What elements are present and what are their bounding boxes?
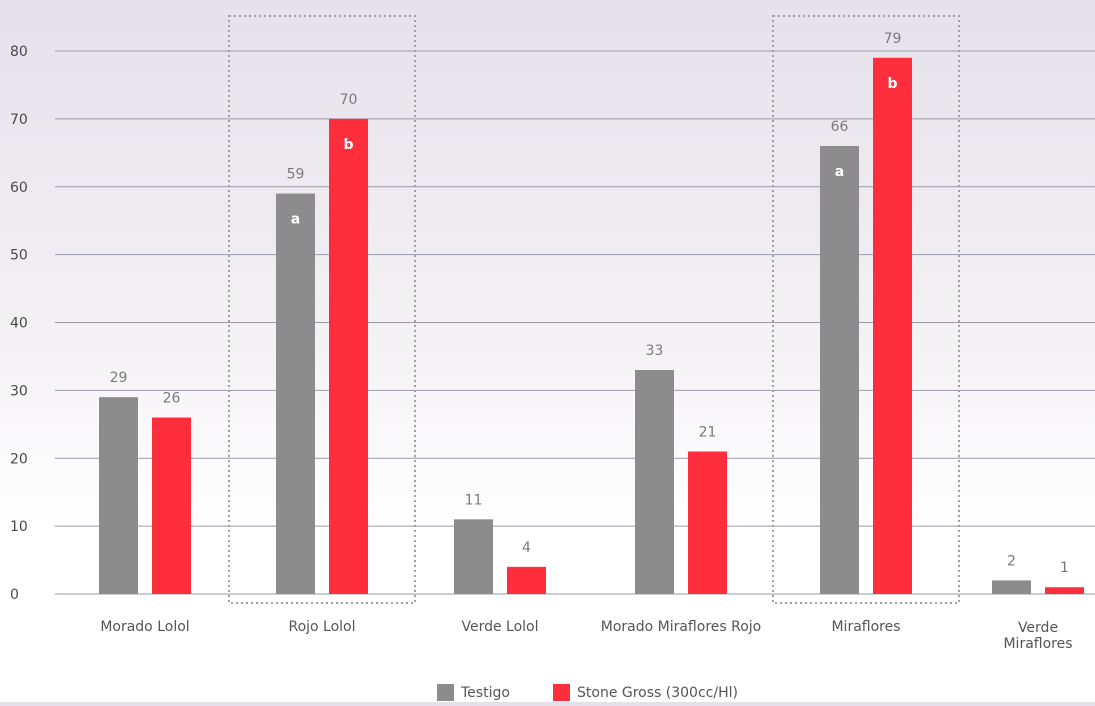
x-tick-label: Morado Lolol [100, 619, 189, 635]
significance-letter: b [343, 137, 353, 153]
x-tick-label: Miraflores [831, 619, 900, 635]
y-tick-label: 40 [10, 316, 28, 332]
significance-letter: b [887, 76, 897, 92]
legend-label: Stone Gross (300cc/Hl) [577, 685, 738, 701]
x-tick-label-line: Rojo Lolol [288, 619, 355, 635]
bar [454, 519, 493, 594]
legend-swatch [553, 684, 570, 701]
data-label: 11 [465, 492, 483, 508]
x-tick-label: Morado Miraflores Rojo [601, 619, 762, 635]
data-label: 66 [831, 119, 849, 135]
bars-layer [99, 57, 1084, 595]
data-label: 29 [110, 370, 128, 386]
bar [329, 118, 368, 594]
data-label: 21 [699, 424, 717, 440]
x-tick-label-line: Morado Miraflores Rojo [601, 619, 762, 635]
bar [635, 370, 674, 594]
bar [820, 146, 859, 594]
data-label: 1 [1060, 560, 1069, 576]
bar [873, 57, 912, 595]
significance-letter: a [291, 212, 300, 228]
y-tick-label: 70 [10, 112, 28, 128]
bar [1045, 587, 1084, 594]
data-label: 59 [287, 167, 305, 183]
significance-letter: a [835, 164, 844, 180]
x-tick-label: Verde Miraflores [1003, 620, 1072, 652]
x-tick-label-line: Morado Lolol [100, 619, 189, 635]
data-label: 79 [884, 31, 902, 47]
x-tick-label-line: Miraflores [831, 619, 900, 635]
bar [992, 580, 1031, 594]
bar [152, 417, 191, 594]
data-label: 33 [646, 343, 664, 359]
x-tick-label-line: Verde Lolol [461, 619, 538, 635]
y-tick-label: 50 [10, 248, 28, 264]
y-tick-label: 10 [10, 519, 28, 535]
highlight-box [772, 15, 960, 604]
x-tick-label: Verde Lolol [461, 619, 538, 635]
x-tick-label-line: Miraflores [1003, 636, 1072, 652]
legend-label: Testigo [460, 685, 510, 701]
bar [688, 451, 727, 594]
data-label: 4 [522, 540, 531, 556]
x-tick-label-line: Verde [1018, 620, 1058, 636]
data-label: 2 [1007, 553, 1016, 569]
y-tick-label: 80 [10, 44, 28, 60]
legend: Testigo Stone Gross (300cc/Hl) [437, 684, 738, 701]
y-tick-label: 0 [10, 587, 19, 603]
data-label: 70 [340, 92, 358, 108]
bar [507, 566, 546, 594]
bar [276, 193, 315, 594]
highlight-box [228, 15, 416, 604]
legend-swatch [437, 684, 454, 701]
y-tick-label: 30 [10, 383, 28, 399]
y-tick-label: 60 [10, 180, 28, 196]
data-label: 26 [163, 391, 181, 407]
y-tick-label: 20 [10, 451, 28, 467]
labels-layer: 0 10 20 30 40 50 60 70 80 29 59 a 11 33 66 a 2 26 70 b 4 21 79… [10, 31, 1073, 652]
x-tick-label: Rojo Lolol [288, 619, 355, 635]
grid-layer [55, 50, 1095, 595]
bar [99, 397, 138, 594]
highlight-box-layer [228, 15, 960, 604]
